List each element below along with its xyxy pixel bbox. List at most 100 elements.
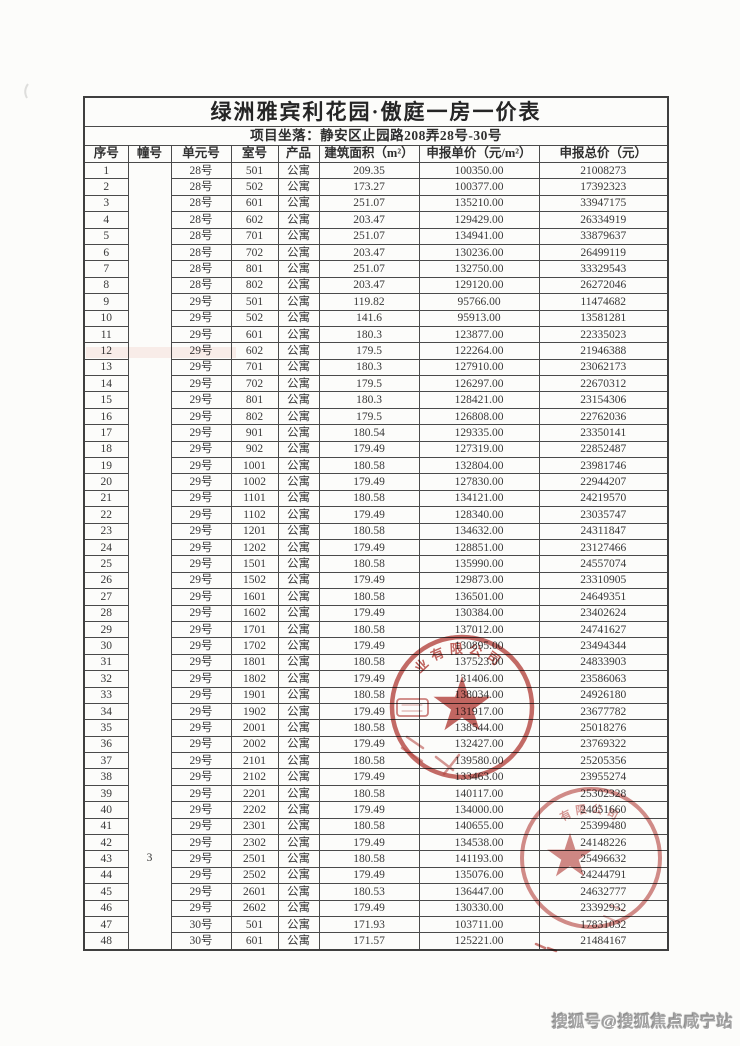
- table-cell: 1001: [230, 457, 279, 475]
- table-cell: 203.47: [318, 276, 420, 295]
- table-cell: 公寓: [277, 588, 320, 606]
- table-cell: 702: [230, 375, 279, 393]
- table-row: 23 29号 1201 公寓 180.58 134632.00 24311847: [83, 522, 669, 540]
- table-cell: 24649351: [538, 588, 669, 606]
- table-cell: 179.49: [318, 899, 420, 917]
- table-cell: 20: [83, 473, 129, 491]
- table-cell: 25399480: [538, 817, 669, 836]
- table-cell: 25: [83, 555, 129, 573]
- table-cell: 30号: [170, 915, 232, 934]
- table-cell: 25205356: [538, 752, 669, 770]
- table-cell: 21: [83, 489, 129, 508]
- table-cell: 17: [83, 424, 129, 442]
- table-cell: 130330.00: [418, 899, 540, 917]
- table-cell: 公寓: [277, 670, 320, 688]
- table-cell: 公寓: [277, 653, 320, 672]
- table-cell: 2602: [230, 899, 279, 917]
- table-cell: 29号: [170, 325, 232, 344]
- table-cell: 28号: [170, 211, 232, 229]
- table-cell: 24: [83, 538, 129, 557]
- table-cell: 公寓: [277, 211, 320, 229]
- table-cell: 26499119: [538, 243, 669, 262]
- table-cell: 公寓: [277, 932, 320, 951]
- table-cell: 29号: [170, 686, 232, 704]
- table-cell: 35: [83, 719, 129, 737]
- column-header: 申报总价（元）: [538, 145, 669, 163]
- table-cell: 132750.00: [418, 260, 540, 278]
- table-cell: 132427.00: [418, 735, 540, 754]
- table-cell: 501: [230, 293, 279, 311]
- table-row: 40 29号 2202 公寓 179.49 134000.00 24051660: [83, 801, 669, 819]
- table-cell: 18: [83, 440, 129, 459]
- table-cell: 29号: [170, 538, 232, 557]
- table-cell: 29号: [170, 407, 232, 426]
- table-row: 18 29号 902 公寓 179.49 127319.00 22852487: [83, 440, 669, 459]
- table-cell: 132804.00: [418, 457, 540, 475]
- table-cell: 140117.00: [418, 784, 540, 803]
- table-cell: 701: [230, 227, 279, 245]
- table-cell: 902: [230, 440, 279, 459]
- table-cell: 173.27: [318, 178, 420, 196]
- table-cell: 138544.00: [418, 719, 540, 737]
- table-row: 45 29号 2601 公寓 180.53 136447.00 24632777: [83, 883, 669, 901]
- table-cell: 26272046: [538, 276, 669, 295]
- table-cell: 39: [83, 784, 129, 803]
- table-row: 19 29号 1001 公寓 180.58 132804.00 23981746: [83, 457, 669, 475]
- table-row: 28 29号 1602 公寓 179.49 130384.00 23402624: [83, 604, 669, 622]
- table-cell: 19: [83, 457, 129, 475]
- table-cell: 公寓: [277, 915, 320, 934]
- page-title: 绿洲雅宾利花园·傲庭一房一价表: [83, 96, 669, 127]
- table-cell: 14: [83, 375, 129, 393]
- table-cell: 29号: [170, 571, 232, 590]
- table-cell: 29号: [170, 768, 232, 786]
- table-cell: 45: [83, 883, 129, 901]
- table-cell: 141.6: [318, 309, 420, 327]
- table-cell: 2101: [230, 752, 279, 770]
- table-cell: 36: [83, 735, 129, 754]
- table-cell: 公寓: [277, 358, 320, 377]
- table-cell: 126808.00: [418, 407, 540, 426]
- table-cell: 21484167: [538, 932, 669, 951]
- table-cell: 180.58: [318, 489, 420, 508]
- table-cell: 29号: [170, 457, 232, 475]
- table-cell: 29号: [170, 309, 232, 327]
- table-row: 41 29号 2301 公寓 180.58 140655.00 25399480: [83, 817, 669, 836]
- table-cell: 134941.00: [418, 227, 540, 245]
- column-header: 申报单价（元/m²）: [418, 145, 540, 163]
- table-cell: 公寓: [277, 522, 320, 540]
- table-cell: 29号: [170, 424, 232, 442]
- table-cell: 135210.00: [418, 194, 540, 213]
- table-cell: 179.49: [318, 735, 420, 754]
- table-row: 29 29号 1701 公寓 180.58 137012.00 24741627: [83, 620, 669, 639]
- table-cell: 28: [83, 604, 129, 622]
- table-cell: 25302328: [538, 784, 669, 803]
- table-cell: 251.07: [318, 260, 420, 278]
- table-cell: 公寓: [277, 637, 320, 655]
- table-cell: 29号: [170, 375, 232, 393]
- table-cell: 公寓: [277, 342, 320, 360]
- table-row: 2 28号 502 公寓 173.27 100377.00 17392323: [83, 178, 669, 196]
- table-cell: 29号: [170, 604, 232, 622]
- table-cell: 17392323: [538, 178, 669, 196]
- table-cell: 33879637: [538, 227, 669, 245]
- table-cell: 37: [83, 752, 129, 770]
- table-cell: 1901: [230, 686, 279, 704]
- table-cell: 171.57: [318, 932, 420, 951]
- table-cell: 179.49: [318, 834, 420, 852]
- table-cell: 251.07: [318, 194, 420, 213]
- table-cell: 901: [230, 424, 279, 442]
- table-cell: 602: [230, 211, 279, 229]
- column-header: 序号: [83, 145, 129, 163]
- table-cell: 公寓: [277, 752, 320, 770]
- table-row: 27 29号 1601 公寓 180.58 136501.00 24649351: [83, 588, 669, 606]
- scan-smudge: [24, 83, 29, 99]
- table-cell: 公寓: [277, 571, 320, 590]
- table-cell: 129873.00: [418, 571, 540, 590]
- table-cell: 801: [230, 391, 279, 409]
- table-cell: 179.49: [318, 670, 420, 688]
- table-row: 48 30号 601 公寓 171.57 125221.00 21484167: [83, 932, 669, 951]
- table-cell: 602: [230, 342, 279, 360]
- table-row: 47 30号 501 公寓 171.93 103711.00 17831032: [83, 915, 669, 934]
- table-cell: 501: [230, 915, 279, 934]
- table-cell: 179.49: [318, 637, 420, 655]
